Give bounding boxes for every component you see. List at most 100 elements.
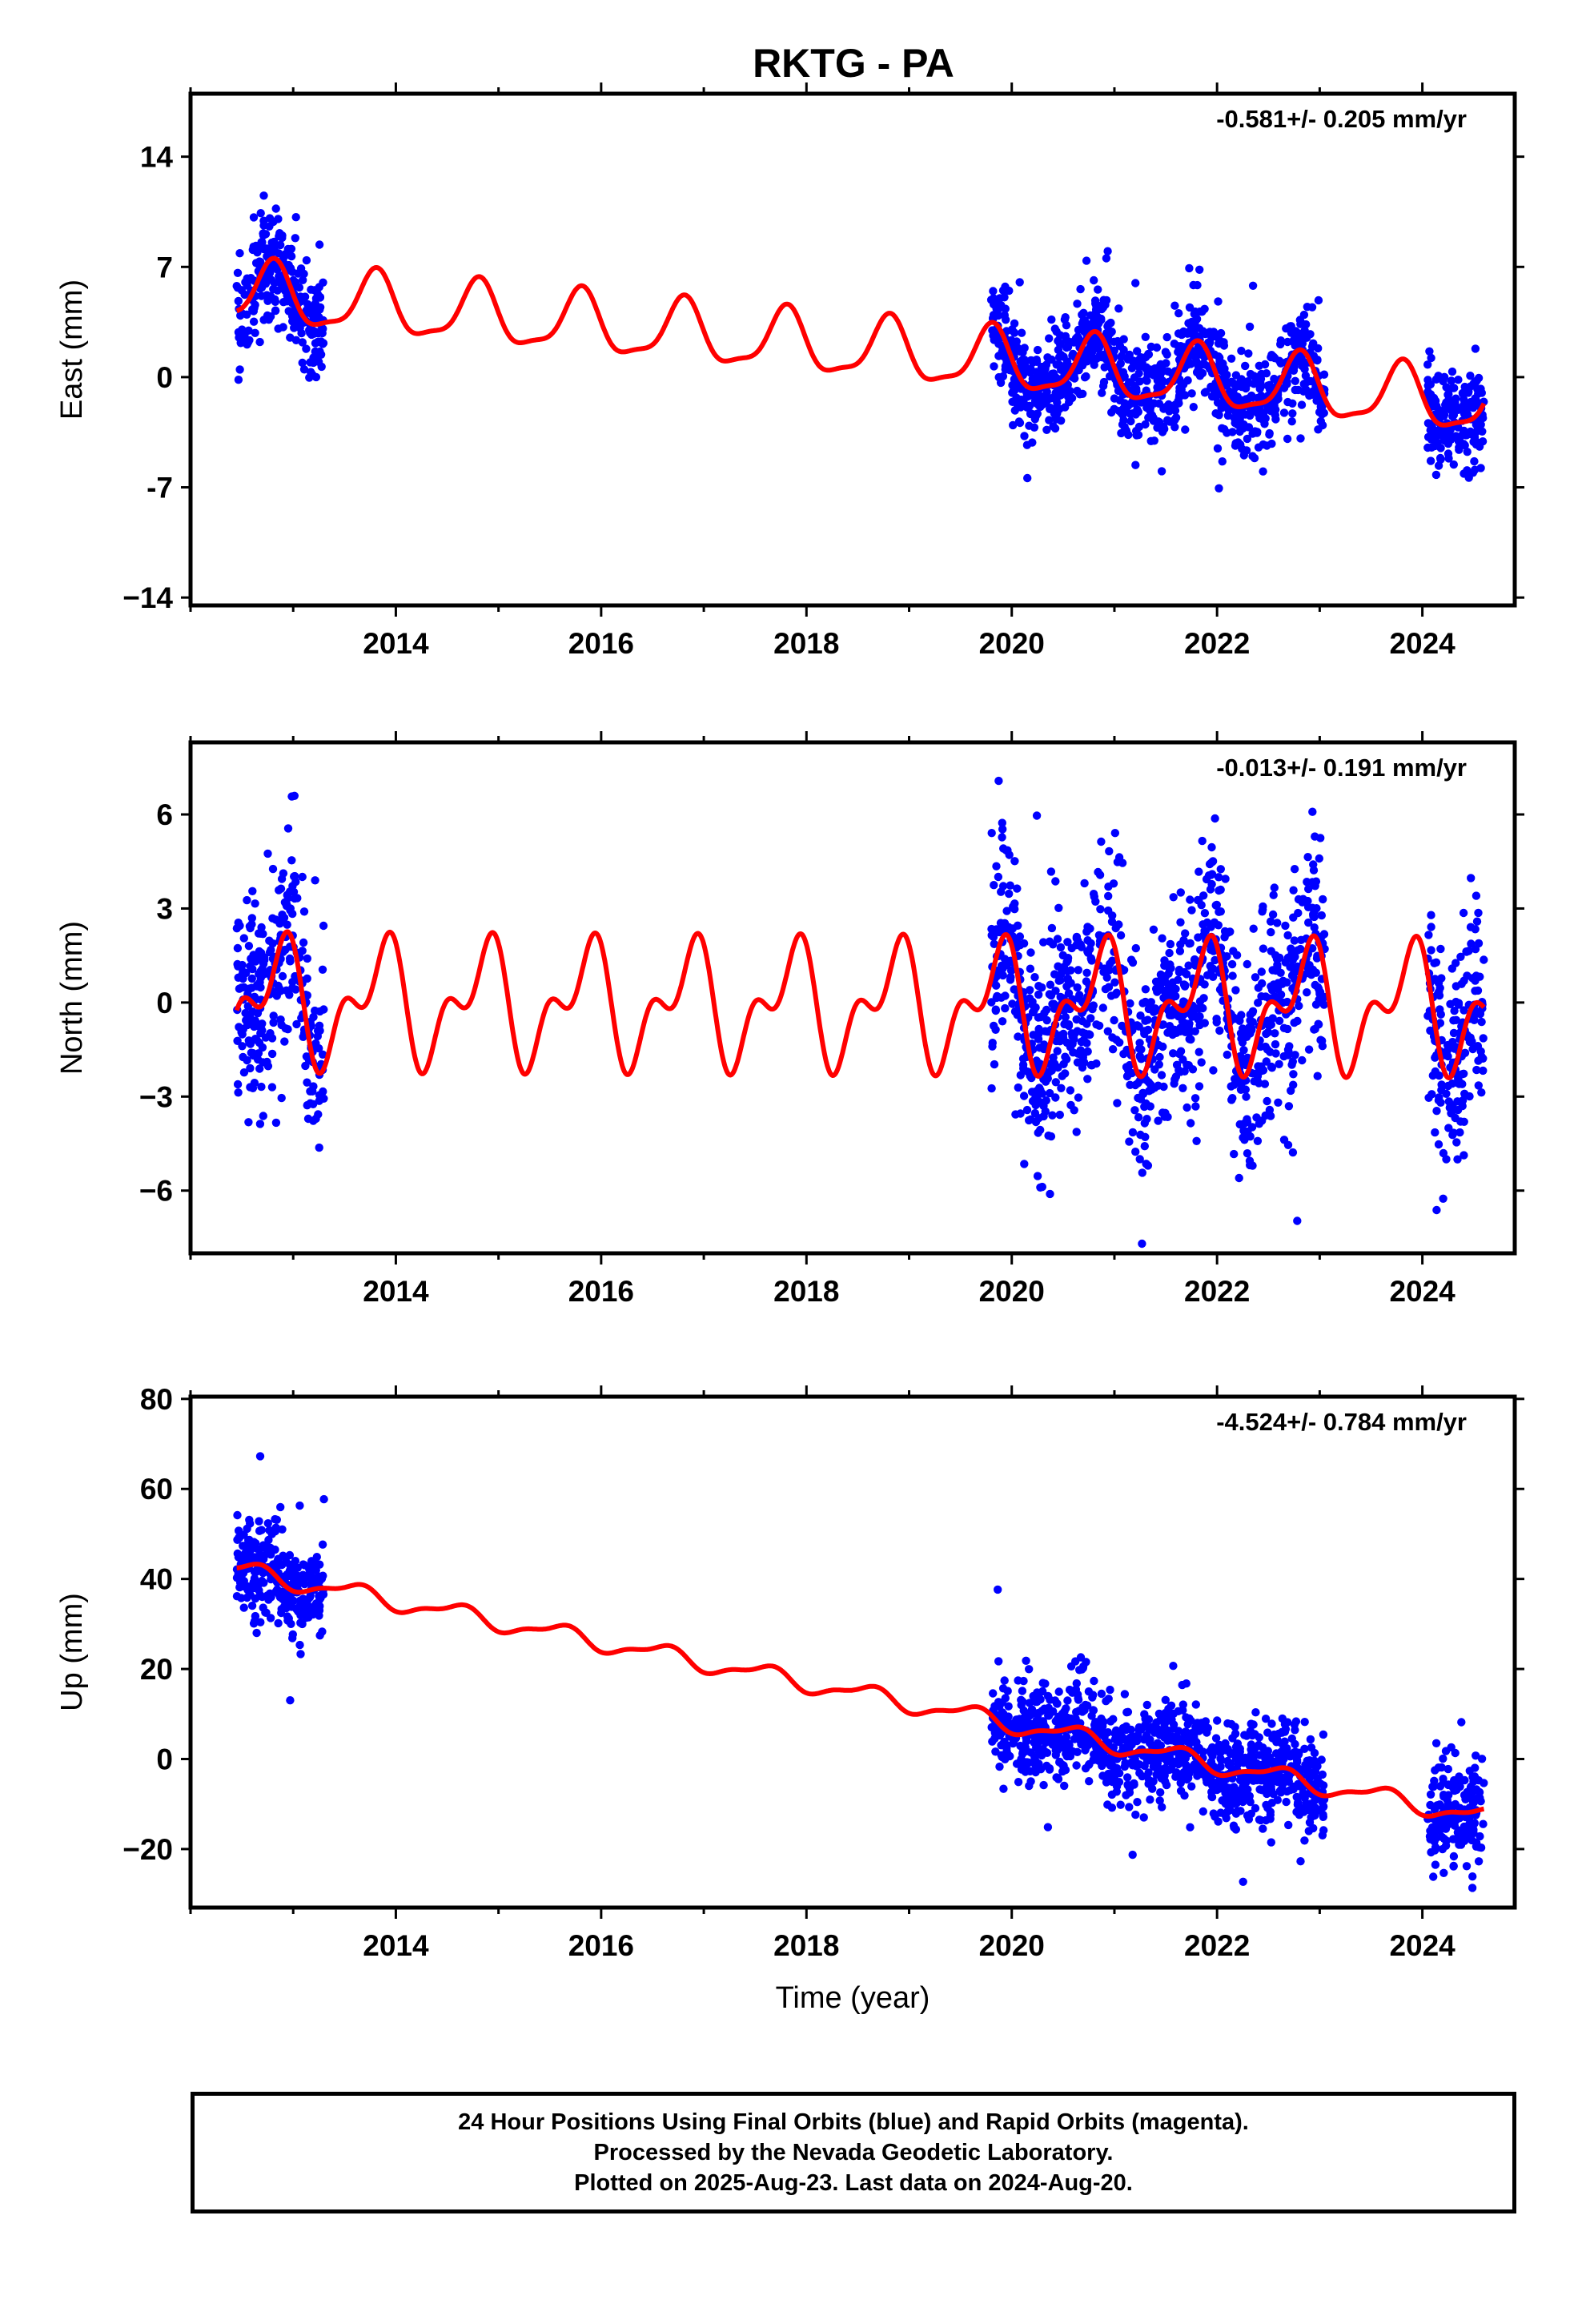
- east-data-point: [1247, 391, 1256, 400]
- up-data-point: [308, 1605, 317, 1614]
- north-data-point: [1274, 1098, 1283, 1108]
- north-data-point: [298, 872, 307, 882]
- north-data-point: [250, 1079, 259, 1088]
- east-data-point: [1150, 436, 1159, 445]
- east-data-point: [1215, 484, 1223, 493]
- up-data-point: [1053, 1746, 1062, 1755]
- north-data-point: [1082, 977, 1091, 986]
- up-data-point: [1054, 1775, 1063, 1783]
- east-data-point: [1015, 418, 1025, 428]
- up-data-point: [1022, 1656, 1030, 1665]
- east-data-point: [249, 213, 259, 222]
- up-data-point: [1211, 1734, 1221, 1743]
- north-data-point: [285, 991, 294, 999]
- north-data-point: [1308, 807, 1317, 816]
- north-data-point: [1005, 889, 1014, 899]
- north-data-point: [1186, 895, 1195, 904]
- north-data-point: [1226, 927, 1235, 936]
- up-data-point: [255, 1590, 264, 1599]
- east-data-point: [1179, 380, 1188, 389]
- north-data-point: [259, 1112, 267, 1120]
- east-data-point: [1098, 388, 1106, 397]
- up-data-point: [1476, 1831, 1484, 1841]
- north-data-point: [1070, 1106, 1078, 1115]
- north-data-point: [299, 938, 308, 947]
- north-data-point: [1019, 1092, 1029, 1100]
- up-data-point: [283, 1612, 292, 1621]
- north-data-point: [1086, 1030, 1094, 1039]
- east-x-tick-label: 2016: [568, 627, 634, 660]
- east-data-point: [1274, 395, 1283, 404]
- north-data-point: [1066, 979, 1075, 987]
- up-data-point: [1140, 1710, 1149, 1719]
- north-data-point: [1288, 1148, 1298, 1157]
- north-data-point: [1253, 1136, 1263, 1146]
- east-final-orbit-points: [232, 191, 1488, 493]
- north-data-point: [1209, 1066, 1218, 1075]
- north-data-point: [993, 991, 1002, 1001]
- north-data-point: [1259, 944, 1268, 953]
- north-data-point: [1160, 956, 1169, 965]
- up-data-point: [1254, 1763, 1263, 1771]
- north-data-point: [1074, 966, 1083, 975]
- east-data-point: [1276, 340, 1285, 349]
- up-x-tick-label: 2020: [979, 1929, 1045, 1962]
- up-data-point: [1426, 1790, 1435, 1799]
- east-data-point: [1219, 398, 1227, 407]
- north-data-point: [1103, 1027, 1113, 1036]
- east-data-point: [1049, 369, 1058, 378]
- up-data-point: [1139, 1813, 1148, 1822]
- east-data-point: [1045, 334, 1054, 343]
- north-data-point: [1304, 1045, 1314, 1054]
- east-data-point: [299, 275, 307, 284]
- east-data-point: [256, 209, 265, 218]
- up-data-point: [1465, 1767, 1475, 1775]
- up-data-point: [243, 1586, 252, 1594]
- north-data-point: [1452, 1015, 1461, 1025]
- north-data-point: [1450, 1007, 1459, 1015]
- up-data-point: [1246, 1798, 1255, 1807]
- east-data-point: [1199, 359, 1208, 368]
- north-data-point: [280, 1037, 289, 1046]
- up-data-point: [1277, 1739, 1287, 1747]
- east-data-point: [1191, 318, 1199, 328]
- up-data-point: [264, 1535, 273, 1545]
- north-data-point: [1285, 1042, 1294, 1051]
- north-data-point: [1227, 959, 1237, 969]
- north-data-point: [1279, 1136, 1289, 1144]
- up-data-point: [1263, 1803, 1272, 1812]
- up-data-point: [1039, 1780, 1048, 1790]
- north-data-point: [1036, 1125, 1045, 1135]
- up-data-point: [1058, 1735, 1067, 1744]
- east-x-tick-label: 2020: [979, 627, 1045, 660]
- up-data-point: [1044, 1711, 1054, 1720]
- east-data-point: [1425, 347, 1434, 356]
- east-data-point: [1038, 368, 1047, 376]
- north-data-point: [1154, 1081, 1162, 1090]
- east-data-point: [1189, 403, 1199, 412]
- east-data-point: [1142, 386, 1151, 395]
- north-data-point: [248, 1007, 257, 1016]
- north-data-point: [1097, 837, 1106, 846]
- east-data-point: [270, 237, 279, 247]
- north-data-point: [1434, 1140, 1443, 1149]
- east-x-tick-label: 2018: [773, 627, 839, 660]
- east-data-point: [994, 372, 1003, 382]
- east-data-point: [1141, 332, 1150, 341]
- up-data-point: [1039, 1720, 1048, 1729]
- north-data-point: [241, 1008, 250, 1018]
- up-data-point: [1261, 1715, 1271, 1723]
- north-data-point: [1313, 983, 1323, 992]
- up-data-point: [1040, 1735, 1049, 1743]
- up-data-point: [1107, 1803, 1117, 1812]
- east-data-point: [1207, 333, 1216, 342]
- north-data-point: [1182, 970, 1191, 979]
- north-data-point: [1268, 1014, 1277, 1023]
- north-data-point: [1444, 1043, 1453, 1051]
- north-data-point: [234, 1088, 243, 1097]
- up-data-point: [1318, 1770, 1327, 1779]
- up-data-point: [1444, 1819, 1453, 1829]
- north-data-point: [1266, 917, 1275, 926]
- north-data-point: [1287, 1086, 1295, 1096]
- north-axes-frame: [188, 740, 1517, 1256]
